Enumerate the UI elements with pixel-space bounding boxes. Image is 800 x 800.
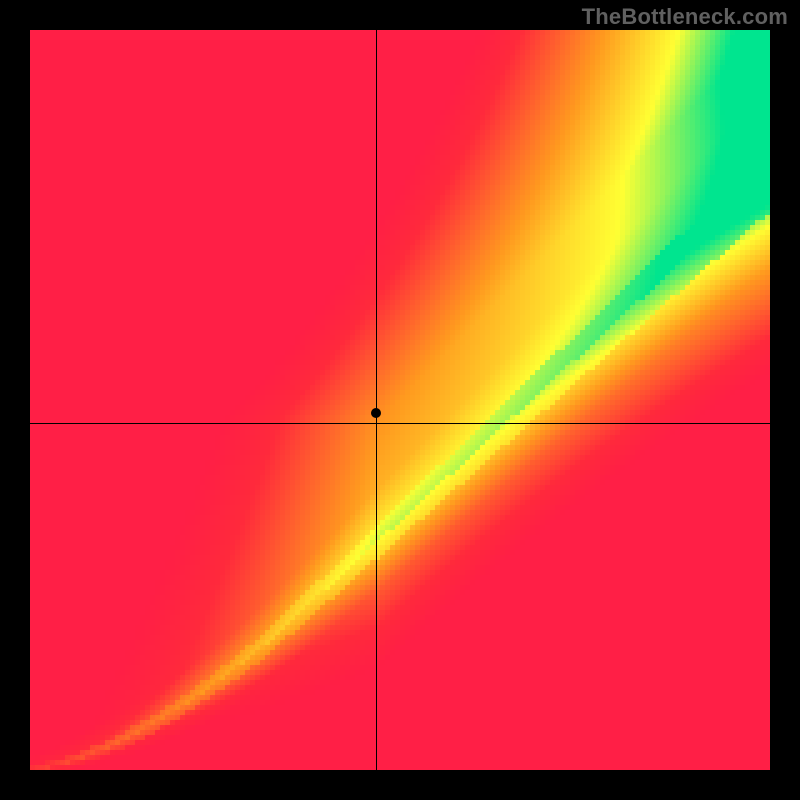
heatmap-container bbox=[30, 30, 770, 770]
watermark-text: TheBottleneck.com bbox=[582, 4, 788, 30]
chart-frame: TheBottleneck.com bbox=[0, 0, 800, 800]
heatmap-canvas bbox=[30, 30, 770, 770]
